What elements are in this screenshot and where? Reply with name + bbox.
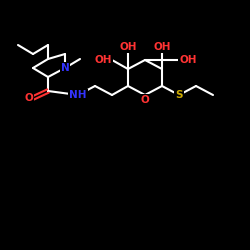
Text: O: O [140, 95, 149, 105]
Text: OH: OH [119, 42, 137, 52]
Text: OH: OH [153, 42, 171, 52]
Text: O: O [24, 93, 33, 103]
Text: N: N [60, 63, 70, 73]
Text: NH: NH [69, 90, 87, 100]
Text: OH: OH [179, 55, 196, 65]
Text: OH: OH [94, 55, 112, 65]
Text: S: S [175, 90, 183, 100]
